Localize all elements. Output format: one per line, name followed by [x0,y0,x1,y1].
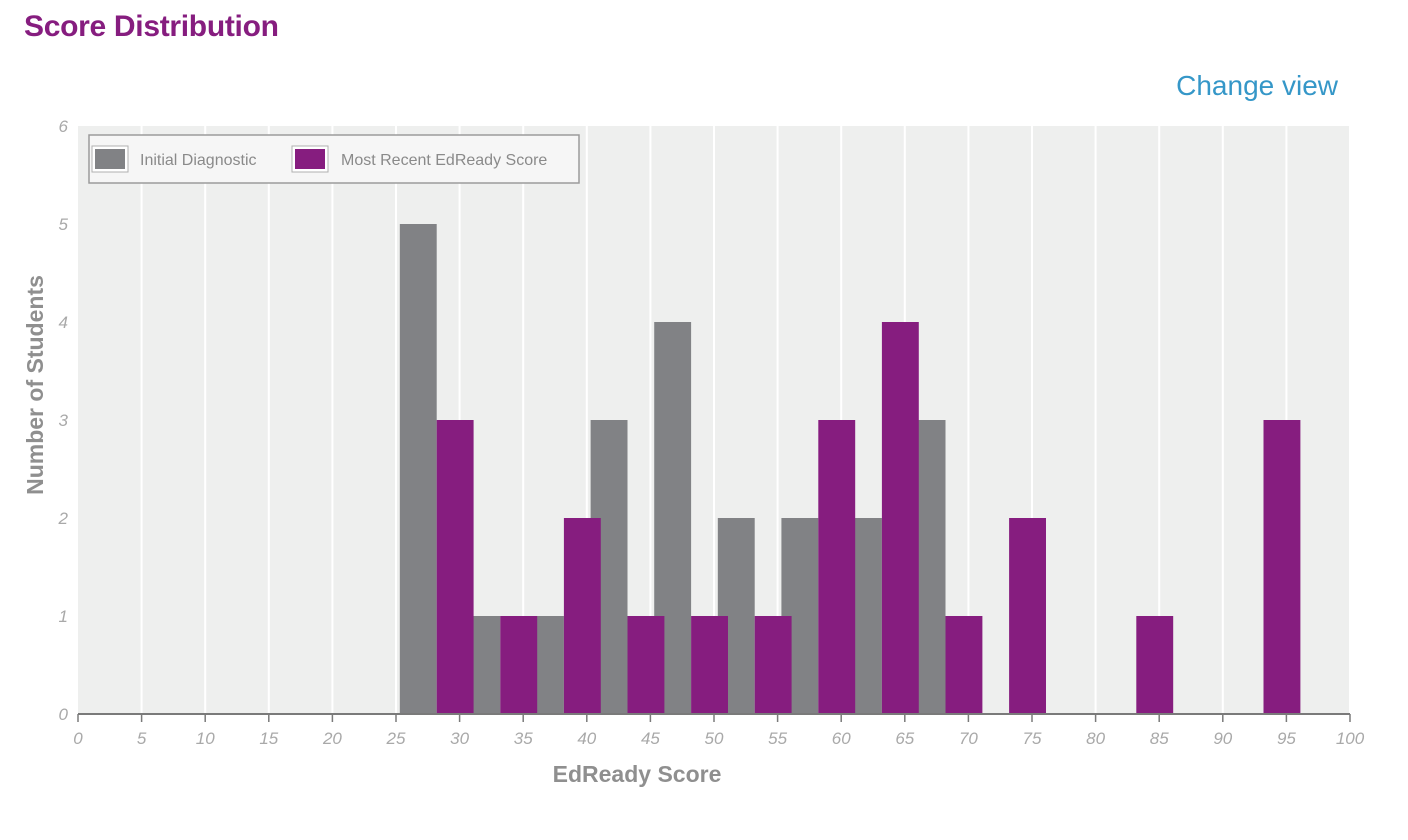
x-tick-label: 15 [259,729,278,748]
x-tick-label: 50 [705,729,724,748]
y-tick-label: 1 [59,607,68,626]
legend-swatch [295,149,325,169]
y-tick-label: 4 [59,313,68,332]
legend-swatch [95,149,125,169]
y-tick-label: 3 [59,411,69,430]
x-tick-label: 30 [450,729,469,748]
x-tick-label: 80 [1086,729,1105,748]
x-tick-label: 20 [322,729,342,748]
y-tick-label: 6 [59,117,69,136]
x-tick-label: 0 [73,729,83,748]
legend-label: Initial Diagnostic [140,152,257,169]
bar [1263,420,1301,714]
x-tick-label: 85 [1150,729,1169,748]
x-tick-label: 70 [959,729,978,748]
bar [1136,616,1174,714]
legend: Initial Diagnostic Most Recent EdReady Sc… [88,134,580,184]
bar [754,616,792,714]
x-tick-label: 40 [577,729,596,748]
legend-box [88,134,580,184]
series-most-recent-edready-score [436,322,1301,714]
x-tick-label: 5 [137,729,147,748]
change-view-link[interactable]: Change view [1176,70,1338,101]
x-tick-label: 35 [514,729,533,748]
bar [627,616,665,714]
y-tick-label: 0 [59,705,69,724]
x-tick-label: 75 [1023,729,1042,748]
y-tick-label: 5 [59,215,69,234]
x-tick-label: 95 [1277,729,1296,748]
bar [563,518,601,714]
legend-label: Most Recent EdReady Score [341,152,547,169]
x-tick-label: 55 [768,729,787,748]
bar [691,616,728,714]
page-title: Score Distribution [24,10,279,43]
x-axis-title: EdReady Score [553,761,722,787]
bar [436,420,474,714]
x-tick-label: 10 [196,729,215,748]
bar [818,420,856,714]
bar [881,322,919,714]
x-tick-label: 100 [1336,729,1365,748]
y-tick-label: 2 [58,509,69,528]
x-tick-label: 65 [895,729,914,748]
x-tick-label: 25 [386,729,406,748]
x-tick-label: 45 [641,729,660,748]
bar [399,224,437,714]
bar [500,616,538,714]
x-tick-label: 90 [1213,729,1232,748]
x-tick-label: 60 [832,729,851,748]
y-axis-title: Number of Students [22,275,48,495]
bar [945,616,983,714]
bar [1009,518,1046,714]
